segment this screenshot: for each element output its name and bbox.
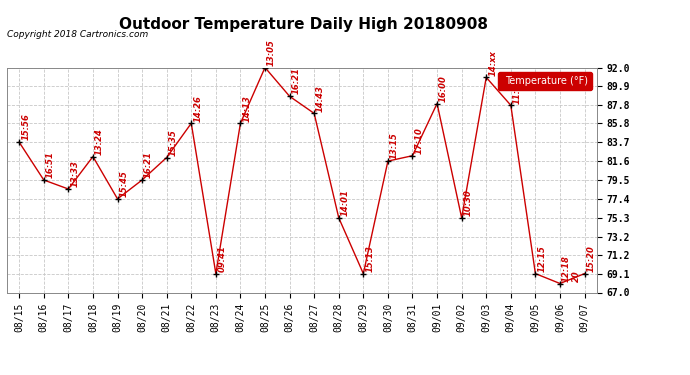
Text: 16:21: 16:21	[144, 152, 153, 178]
Text: 14:xx: 14:xx	[489, 50, 497, 76]
Text: 14:13: 14:13	[242, 94, 251, 122]
Text: 16:00: 16:00	[439, 75, 448, 102]
Text: 09:41: 09:41	[218, 245, 227, 272]
Text: 16:21: 16:21	[292, 68, 301, 94]
Text: 13:33: 13:33	[70, 160, 79, 187]
Text: 15:13: 15:13	[365, 245, 374, 272]
Text: 12:18
20: 12:18 20	[562, 255, 582, 282]
Text: 13:24: 13:24	[95, 128, 104, 155]
Text: 16:51: 16:51	[46, 152, 55, 178]
Text: 17:10: 17:10	[415, 127, 424, 154]
Text: 13:05: 13:05	[267, 39, 276, 66]
Text: Copyright 2018 Cartronics.com: Copyright 2018 Cartronics.com	[7, 30, 148, 39]
Text: 14:43: 14:43	[316, 85, 325, 112]
Text: 10:30: 10:30	[464, 189, 473, 216]
Text: 15:35: 15:35	[168, 129, 177, 156]
Text: Outdoor Temperature Daily High 20180908: Outdoor Temperature Daily High 20180908	[119, 17, 488, 32]
Text: 15:45: 15:45	[119, 170, 128, 197]
Text: 14:01: 14:01	[341, 189, 350, 216]
Text: 15:56: 15:56	[21, 114, 30, 140]
Text: 13:15: 13:15	[390, 132, 399, 159]
Legend: Temperature (°F): Temperature (°F)	[498, 72, 592, 90]
Text: 15:20: 15:20	[586, 245, 595, 272]
Text: 12:15: 12:15	[538, 245, 546, 272]
Text: 11:19: 11:19	[513, 76, 522, 104]
Text: 14:26: 14:26	[193, 94, 202, 122]
